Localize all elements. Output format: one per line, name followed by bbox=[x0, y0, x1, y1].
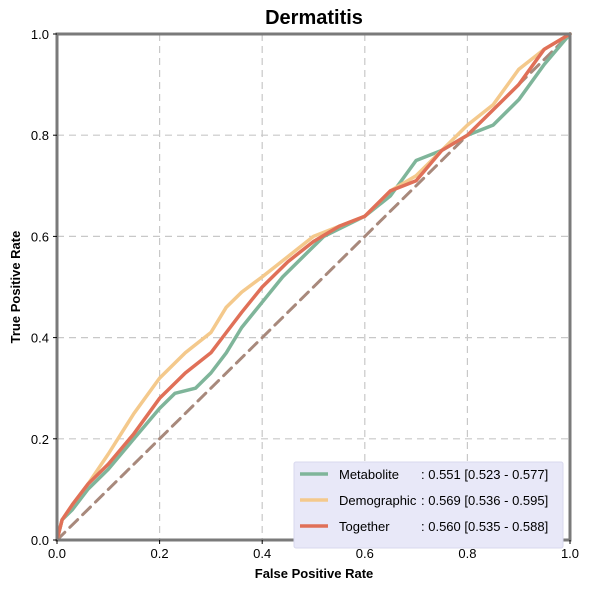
legend-series-value: : 0.551 [0.523 - 0.577] bbox=[421, 467, 548, 482]
x-tick-label: 1.0 bbox=[561, 546, 579, 561]
series-lines bbox=[55, 32, 572, 542]
y-tick-label: 1.0 bbox=[31, 27, 49, 42]
x-tick-label: 0.2 bbox=[151, 546, 169, 561]
y-tick-label: 0.2 bbox=[31, 432, 49, 447]
y-tick-label: 0.6 bbox=[31, 229, 49, 244]
legend-series-name: Demographic bbox=[339, 493, 417, 508]
x-tick-label: 0.6 bbox=[356, 546, 374, 561]
legend-box bbox=[293, 461, 564, 549]
y-tick-label: 0.8 bbox=[31, 128, 49, 143]
y-tick-label: 0.4 bbox=[31, 331, 49, 346]
series-line-together bbox=[55, 32, 572, 542]
grid bbox=[57, 34, 570, 540]
chart-title: Dermatitis bbox=[265, 7, 363, 29]
legend-series-name: Together bbox=[339, 519, 390, 534]
legend-series-value: : 0.560 [0.535 - 0.588] bbox=[421, 519, 548, 534]
x-tick-label: 0.8 bbox=[458, 546, 476, 561]
legend: Metabolite : 0.551 [0.523 - 0.577] Demogra… bbox=[293, 461, 564, 549]
y-axis-label: True Positive Rate bbox=[8, 231, 23, 344]
legend-series-name: Metabolite bbox=[339, 467, 399, 482]
y-axis-ticks: 0.0 0.2 0.4 0.6 0.8 1.0 bbox=[31, 27, 57, 548]
x-tick-label: 0.0 bbox=[48, 546, 66, 561]
x-axis-label: False Positive Rate bbox=[255, 566, 374, 581]
y-tick-label: 0.0 bbox=[31, 533, 49, 548]
legend-series-value: : 0.569 [0.536 - 0.595] bbox=[421, 493, 548, 508]
series-line-demographic bbox=[55, 32, 572, 542]
x-tick-label: 0.4 bbox=[253, 546, 271, 561]
